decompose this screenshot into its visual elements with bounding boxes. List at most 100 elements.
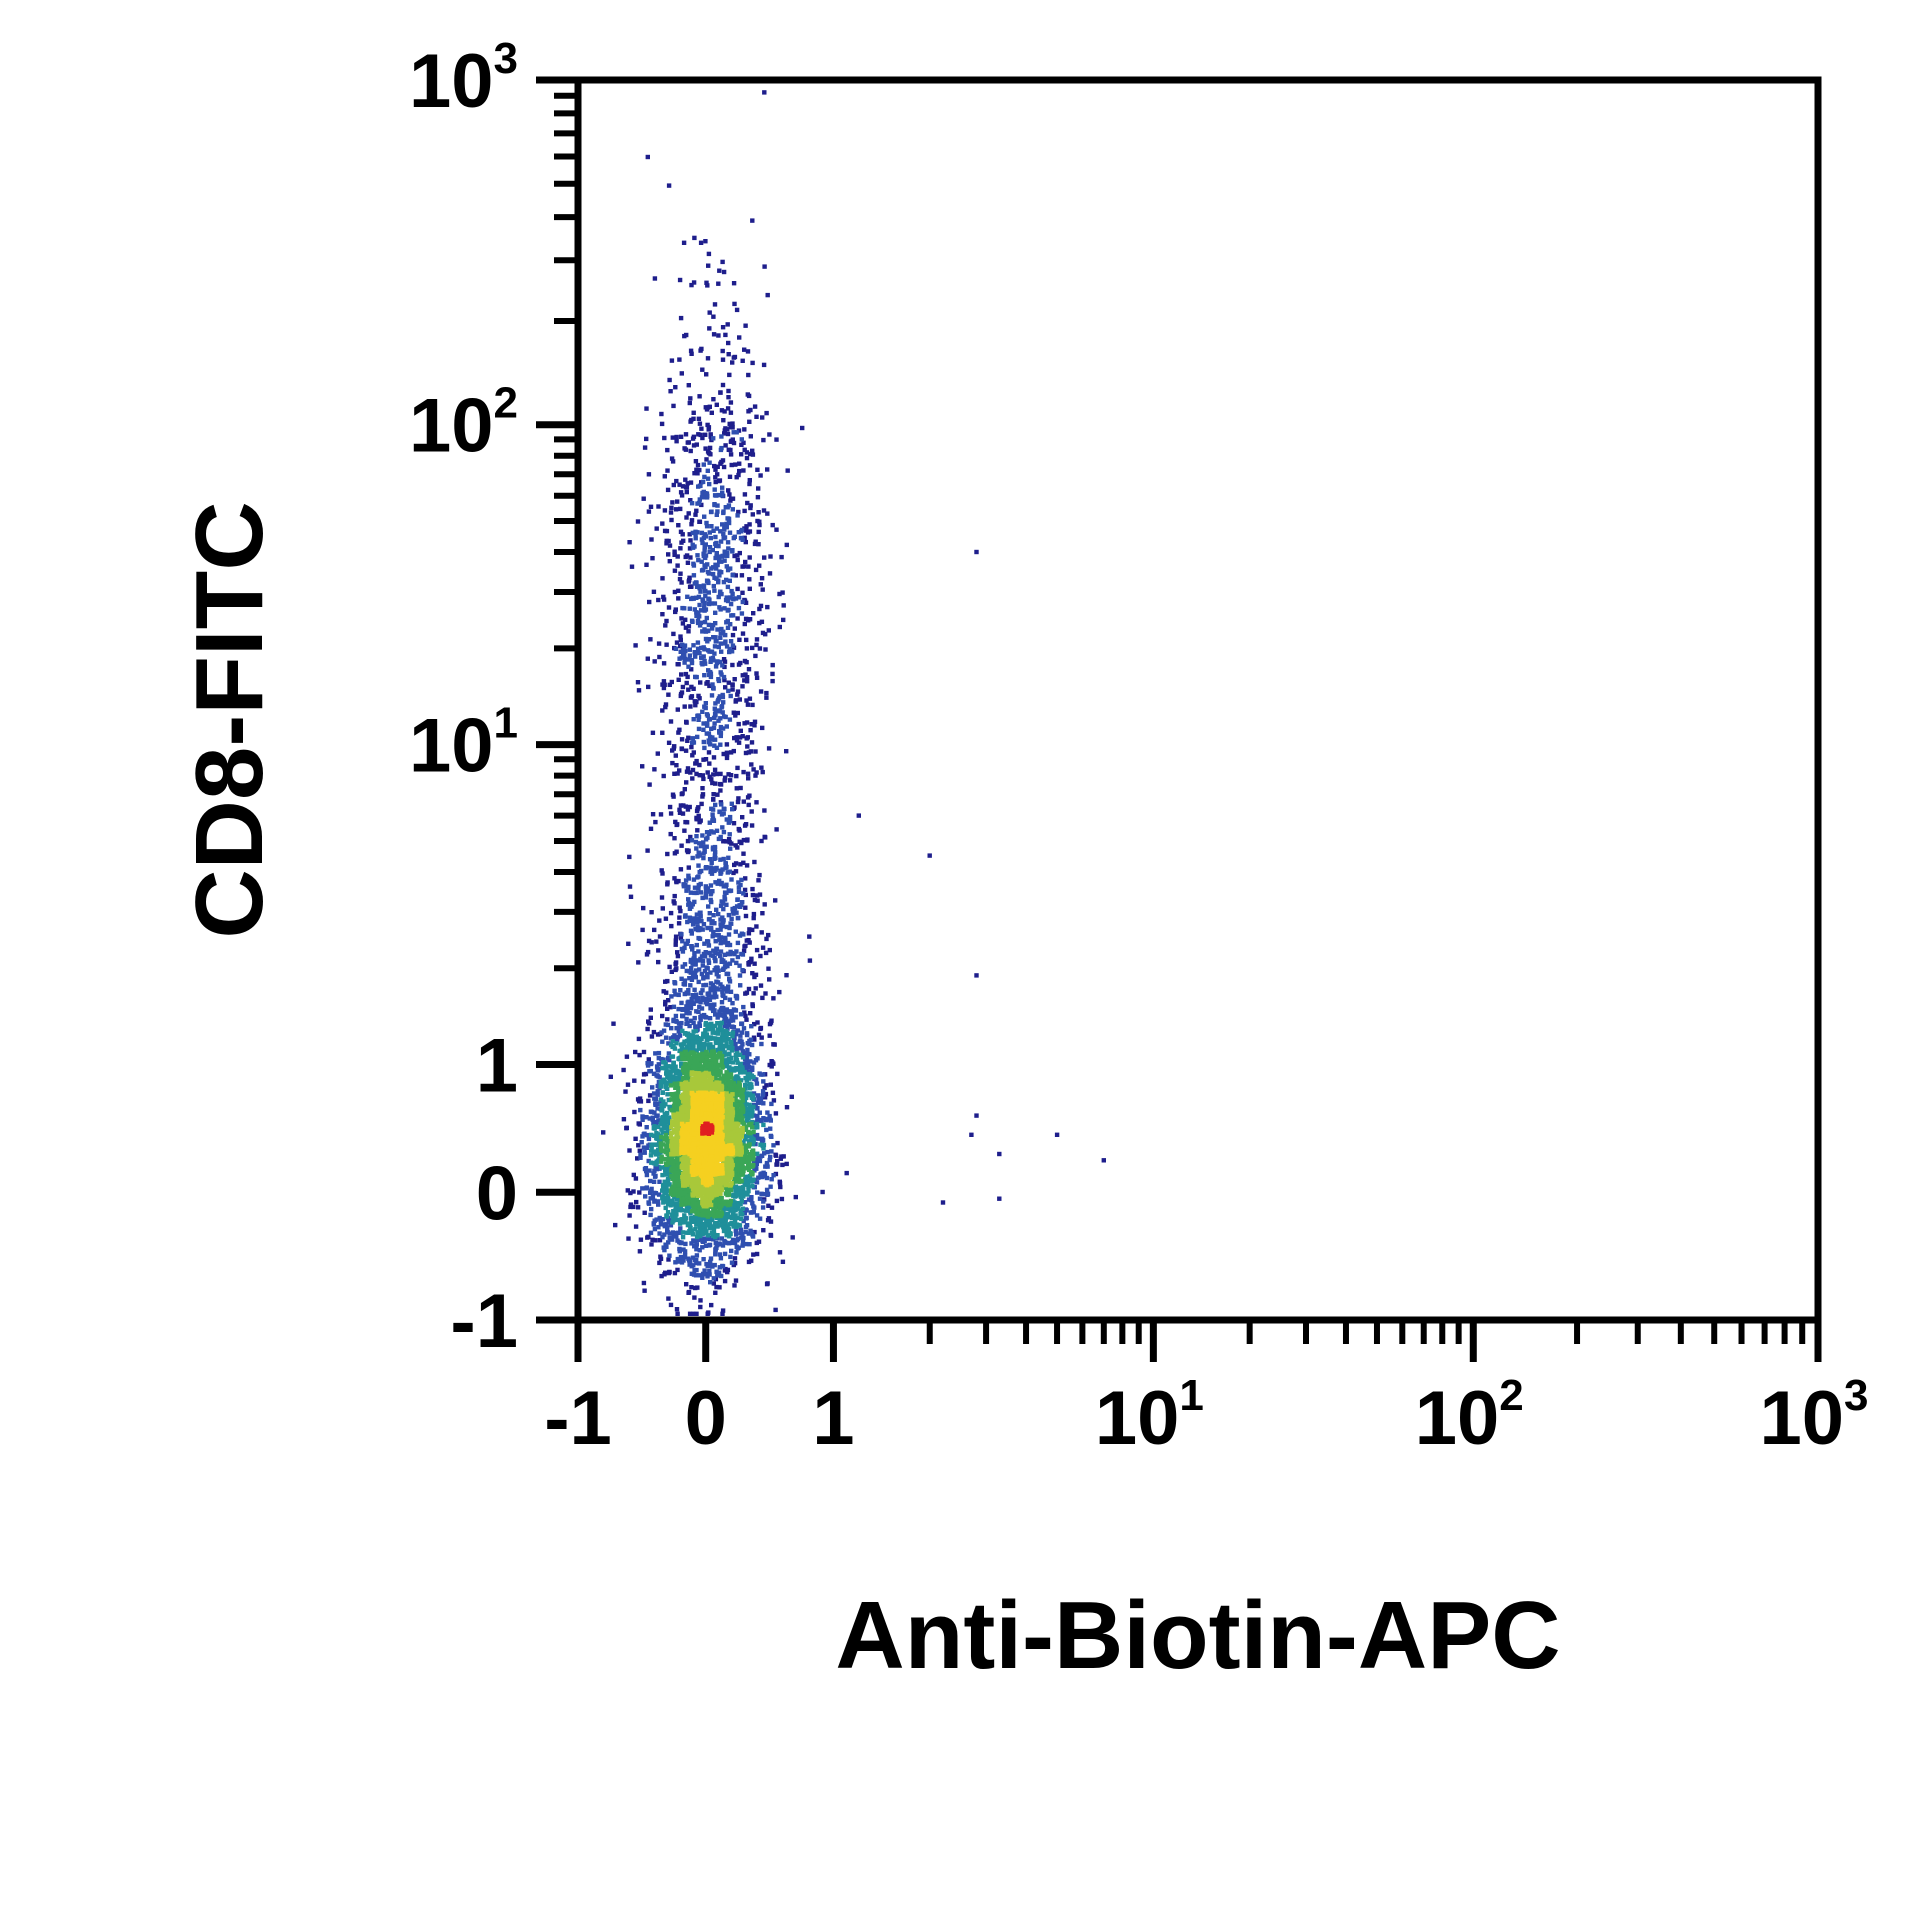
data-point	[715, 1063, 720, 1069]
data-point	[728, 622, 733, 627]
data-point	[720, 710, 725, 715]
data-point	[660, 1039, 665, 1044]
data-point	[670, 435, 675, 440]
data-point	[749, 1024, 754, 1029]
data-point	[652, 927, 657, 933]
data-point	[646, 1234, 651, 1240]
data-point	[632, 1078, 637, 1083]
data-point	[644, 1168, 649, 1174]
data-point	[669, 1097, 674, 1102]
data-point	[660, 1090, 665, 1095]
data-point	[714, 907, 719, 912]
data-point	[697, 762, 702, 768]
data-point	[770, 1060, 775, 1065]
data-point	[674, 434, 679, 440]
data-point	[684, 1010, 690, 1016]
data-point	[697, 841, 702, 846]
data-point	[737, 1083, 743, 1088]
data-point	[667, 804, 673, 810]
data-point	[683, 1093, 688, 1099]
data-point	[669, 1042, 674, 1048]
data-point	[719, 1063, 724, 1068]
data-point	[738, 1033, 743, 1038]
data-point	[628, 1202, 634, 1207]
data-point	[740, 734, 745, 739]
data-point	[697, 497, 702, 502]
data-point	[704, 1063, 710, 1069]
data-point	[707, 1212, 712, 1218]
data-point	[679, 976, 684, 981]
data-point	[748, 1037, 754, 1042]
data-point	[669, 1198, 674, 1204]
data-point	[685, 1062, 691, 1067]
data-point	[663, 1205, 668, 1211]
data-point	[689, 282, 694, 288]
data-point	[696, 850, 701, 855]
data-point	[646, 1158, 651, 1164]
data-point	[711, 397, 716, 402]
data-point	[668, 1188, 674, 1193]
data-point	[757, 620, 762, 626]
data-point	[691, 1311, 696, 1316]
data-point	[749, 823, 755, 828]
data-point	[660, 1065, 665, 1071]
data-point	[683, 1220, 688, 1225]
data-point	[754, 1124, 760, 1129]
data-point	[765, 1110, 770, 1115]
data-point	[784, 542, 789, 548]
data-point	[768, 1020, 774, 1025]
data-point	[678, 434, 684, 439]
data-point	[671, 1192, 676, 1197]
data-point	[716, 1270, 722, 1275]
data-point	[646, 1201, 652, 1206]
data-point	[666, 1201, 671, 1207]
data-point	[694, 758, 699, 764]
data-point	[730, 596, 736, 601]
data-point	[692, 699, 697, 704]
data-point	[726, 1037, 731, 1042]
data-point	[732, 862, 737, 868]
data-point	[633, 1049, 638, 1055]
data-point	[781, 617, 786, 623]
data-point	[756, 1096, 761, 1101]
data-point	[657, 1260, 662, 1266]
data-point	[705, 628, 710, 634]
data-point	[731, 1203, 737, 1209]
data-point	[694, 771, 699, 777]
data-point	[692, 890, 697, 896]
data-point	[761, 362, 767, 368]
data-point	[684, 489, 689, 495]
data-point	[715, 1066, 720, 1071]
data-point	[729, 462, 734, 468]
data-point	[683, 804, 688, 809]
data-point	[651, 1121, 656, 1126]
data-point	[710, 889, 715, 894]
data-point	[750, 1141, 756, 1147]
data-point	[678, 936, 684, 941]
data-point	[705, 975, 710, 980]
data-point	[664, 1071, 669, 1076]
data-point	[746, 986, 752, 992]
data-point	[688, 834, 693, 840]
data-point	[762, 1085, 767, 1091]
data-point	[727, 840, 732, 845]
data-point	[694, 1211, 700, 1216]
data-point	[675, 1238, 680, 1243]
data-point	[650, 1115, 655, 1120]
data-point	[723, 1098, 728, 1103]
data-point	[703, 1209, 708, 1214]
data-point	[736, 1176, 741, 1182]
data-point	[740, 1055, 746, 1060]
data-point	[705, 569, 711, 575]
data-point	[974, 1113, 979, 1118]
data-point	[669, 923, 674, 929]
data-point	[780, 1162, 785, 1168]
data-point	[742, 678, 747, 683]
data-point	[662, 1232, 667, 1237]
data-point	[718, 1256, 724, 1261]
data-point	[697, 1046, 702, 1051]
data-point	[737, 335, 742, 340]
data-point	[734, 1222, 740, 1227]
data-point	[669, 994, 674, 999]
data-point	[637, 1249, 643, 1254]
